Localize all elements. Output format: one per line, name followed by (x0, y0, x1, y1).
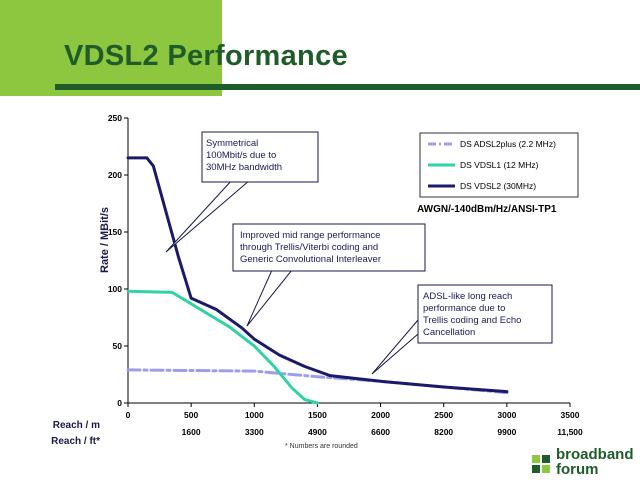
annotation-line: 100Mbit/s due to (206, 150, 276, 161)
annotation-line: Generic Convolutional Interleaver (240, 254, 381, 265)
y-tick-label: 150 (108, 227, 122, 237)
x-tick-label: 1500 (308, 410, 327, 420)
x-tick-label: 3000 (497, 410, 516, 420)
x-tick-label: 3500 (561, 410, 580, 420)
annotation-line: Symmetrical (206, 138, 258, 149)
corner-accent (0, 0, 222, 96)
series-line-2 (126, 156, 509, 394)
x-tick-label-ft: 3300 (245, 427, 264, 437)
x-tick-label-ft: 8200 (434, 427, 453, 437)
annotation-line: through Trellis/Viterbi coding and (240, 242, 378, 253)
series-line-1 (126, 289, 319, 405)
legend-label-0: DS ADSL2plus (2.2 MHz) (460, 139, 556, 149)
legend-label-1: DS VDSL1 (12 MHz) (460, 160, 539, 170)
y-tick-label: 0 (117, 398, 122, 408)
broadband-forum-logo: broadband forum (530, 447, 640, 480)
series-line-0 (126, 368, 509, 395)
legend-note: AWGN/-140dBm/Hz/ANSI-TP1 (417, 204, 557, 215)
x-tick-label: 500 (184, 410, 198, 420)
callout-pointer (371, 318, 419, 375)
annotation-line: performance due to (423, 303, 505, 314)
x-tick-label-ft: 4900 (308, 427, 327, 437)
y-tick-label: 50 (113, 341, 123, 351)
x-tick-label: 2500 (434, 410, 453, 420)
x-tick-label: 0 (126, 410, 131, 420)
x-axis-label-m: Reach / m (53, 420, 100, 431)
x-axis-label-ft: Reach / ft* (51, 436, 100, 447)
legend-label-2: DS VDSL2 (30MHz) (460, 181, 536, 191)
logo-mark-icon (532, 455, 550, 473)
logo-line1: broadband (556, 446, 634, 463)
x-tick-label: 2000 (371, 410, 390, 420)
x-tick-label-ft: 6600 (371, 427, 390, 437)
y-tick-label: 250 (108, 113, 122, 123)
slide-title: VDSL2 Performance (64, 40, 348, 72)
footnote: * Numbers are rounded (285, 443, 358, 450)
x-tick-label-ft: 11,500 (557, 427, 583, 437)
annotation-line: Trellis coding and Echo (423, 315, 521, 326)
callout-box (417, 284, 553, 344)
x-tick-label: 1000 (245, 410, 264, 420)
annotation-line: 30MHz bandwidth (206, 162, 282, 173)
callout-box (201, 131, 319, 183)
annotation-line: Cancellation (423, 327, 475, 338)
logo-line2: forum (556, 461, 599, 478)
annotation-line: Improved mid range performance (240, 230, 380, 241)
annotation-line: ADSL-like long reach (423, 291, 512, 302)
callout-box (232, 223, 426, 272)
x-tick-label-ft: 9900 (497, 427, 516, 437)
x-tick-label-ft: 1600 (182, 427, 201, 437)
y-tick-label: 100 (108, 284, 122, 294)
callout-pointer (246, 269, 294, 327)
y-axis-label: Rate / MBit/s (99, 207, 111, 273)
title-rule (55, 84, 640, 90)
y-tick-label: 200 (108, 170, 122, 180)
